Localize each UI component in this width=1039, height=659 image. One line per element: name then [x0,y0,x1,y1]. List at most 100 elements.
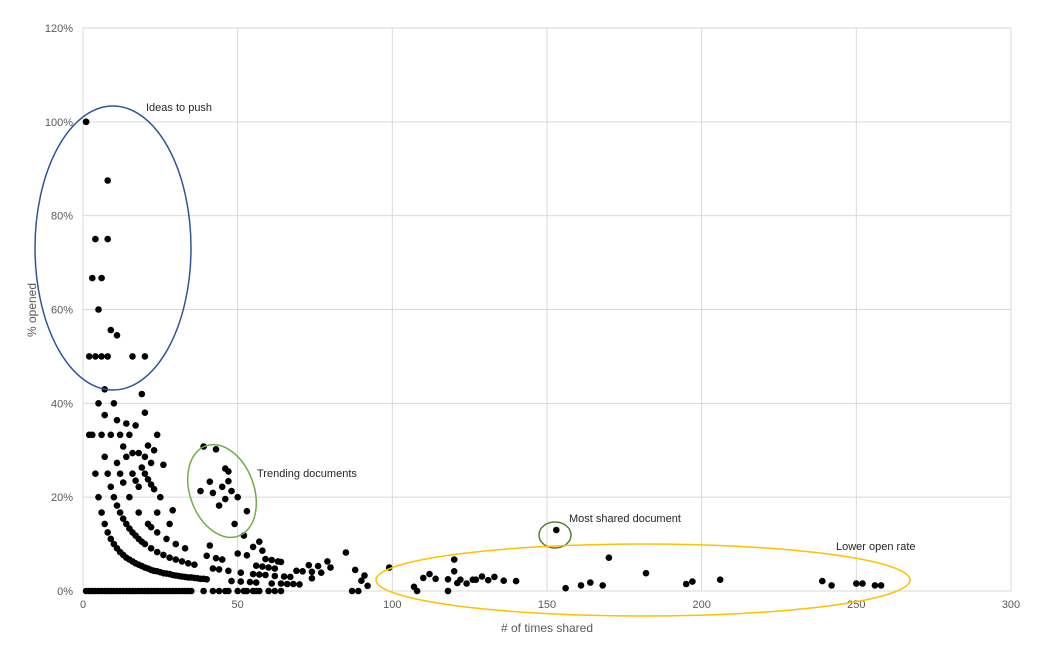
data-point [859,580,866,587]
data-point [144,442,152,449]
data-point [689,578,696,585]
data-point [450,568,458,575]
data-point [203,576,210,583]
data-point [237,578,245,585]
data-point [454,579,461,587]
data-point [98,353,105,360]
data-point [104,470,111,478]
data-point [98,274,105,282]
data-point [237,569,245,576]
data-point [107,431,115,439]
data-point [141,470,149,478]
x-tick-labels: 0 50 100 150 200 250 300 [80,599,1020,611]
data-point [268,580,276,587]
data-point [296,581,303,588]
annotation-label-ideas: Ideas to push [146,102,212,114]
data-point [209,489,217,497]
data-point [212,446,220,453]
data-point [587,579,594,586]
data-point [141,540,149,548]
data-point [153,548,161,556]
data-point [184,560,192,567]
data-point [197,487,204,495]
data-point [364,582,371,590]
data-point [153,509,161,516]
data-point [853,580,860,587]
data-point [123,520,130,528]
y-tick-label: 120% [45,23,73,35]
data-point [500,577,508,584]
data-point [290,580,297,588]
data-point [252,562,260,569]
data-point [169,507,176,514]
data-point [209,587,217,595]
data-point [243,507,251,515]
data-point [280,573,288,580]
data-point [491,573,498,581]
data-point [147,481,155,488]
x-tick-label: 150 [538,599,556,611]
data-point [95,400,102,407]
data-point [259,563,266,570]
y-tick-label: 80% [51,211,73,223]
data-point [348,587,356,595]
data-point [172,540,180,548]
data-point [553,526,560,534]
annotation-label-trending: Trending documents [257,468,357,480]
data-point [209,565,217,572]
data-point [141,453,149,461]
data-point [104,529,111,536]
data-point [101,520,108,528]
data-point [512,577,520,585]
annotation-ellipse-most-shared [538,521,572,549]
data-point [212,554,220,562]
annotation-label-lower-open: Lower open rate [836,541,916,553]
data-point [682,580,690,588]
data-point [101,411,108,419]
data-point [420,574,427,582]
data-point [206,478,214,486]
data-point [225,587,232,595]
data-point [877,582,885,589]
data-point [243,587,251,595]
data-point [599,582,606,589]
data-point [259,547,266,554]
data-point [119,443,127,450]
data-point [218,483,226,491]
data-point [135,483,142,491]
data-point [358,577,365,584]
data-point [478,573,486,580]
data-point [110,400,118,407]
data-point [178,558,186,565]
data-point [308,575,316,582]
data-point [110,493,118,501]
data-point [150,447,158,454]
data-point [410,583,418,591]
data-point [116,470,124,478]
data-point [160,551,167,559]
y-tick-label: 60% [51,305,73,317]
annotation-label-most-shared: Most shared document [569,513,681,525]
data-point [200,587,207,595]
annotation-ellipse-ideas [34,105,192,391]
data-point [129,470,136,478]
data-point [484,576,492,584]
data-point [819,577,826,585]
data-point [126,493,133,501]
data-point [95,493,102,501]
data-point [305,561,313,569]
data-point [188,587,195,595]
data-point [444,587,452,595]
data-point [450,556,458,563]
data-point [163,535,170,543]
data-point [147,523,155,531]
data-point [166,554,173,561]
data-point [181,545,189,552]
data-point [324,558,331,565]
data-point [113,459,121,467]
data-point [144,476,152,483]
data-point [172,556,180,563]
data-point [444,576,452,583]
y-tick-label: 20% [51,492,73,504]
data-point [101,453,108,461]
